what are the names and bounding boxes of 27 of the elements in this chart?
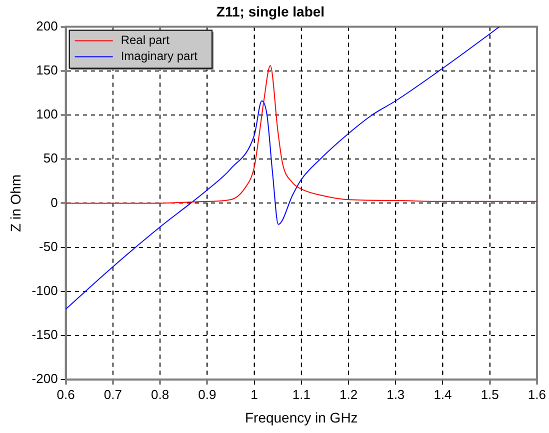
x-tick-label: 1.5 [480,386,499,402]
x-tick-label: 1.4 [434,386,452,402]
x-tick-label: 1.3 [386,386,405,402]
x-tick-label: 1.1 [292,386,310,402]
x-tick-label: 1.6 [528,386,546,402]
y-tick-label: -150 [32,327,58,342]
y-tick-label: -200 [32,371,58,386]
x-tick-label: 1 [250,386,258,402]
x-tick-label: 1.2 [339,386,358,402]
y-tick-label: 100 [36,106,58,122]
x-tick-label: 0.8 [151,386,170,402]
legend-label: Imaginary part [120,49,198,64]
chart-title: Z11; single label [216,3,325,20]
y-tick-label: 150 [36,62,58,78]
x-tick-label: 0.6 [56,386,75,402]
y-axis-title: Z in Ohm [7,174,24,232]
y-tick-label: -100 [32,282,58,298]
x-tick-label: 0.9 [198,386,216,402]
y-tick-label: 200 [36,18,58,34]
line-series [66,26,500,310]
y-tick-label: 50 [43,150,58,166]
line-series [66,65,537,204]
x-tick-label: 0.7 [104,386,122,402]
y-tick-label: -50 [39,238,58,254]
y-tick-label: 0 [50,194,58,210]
legend-label: Real part [120,33,170,48]
x-axis-title: Frequency in GHz [244,409,358,426]
